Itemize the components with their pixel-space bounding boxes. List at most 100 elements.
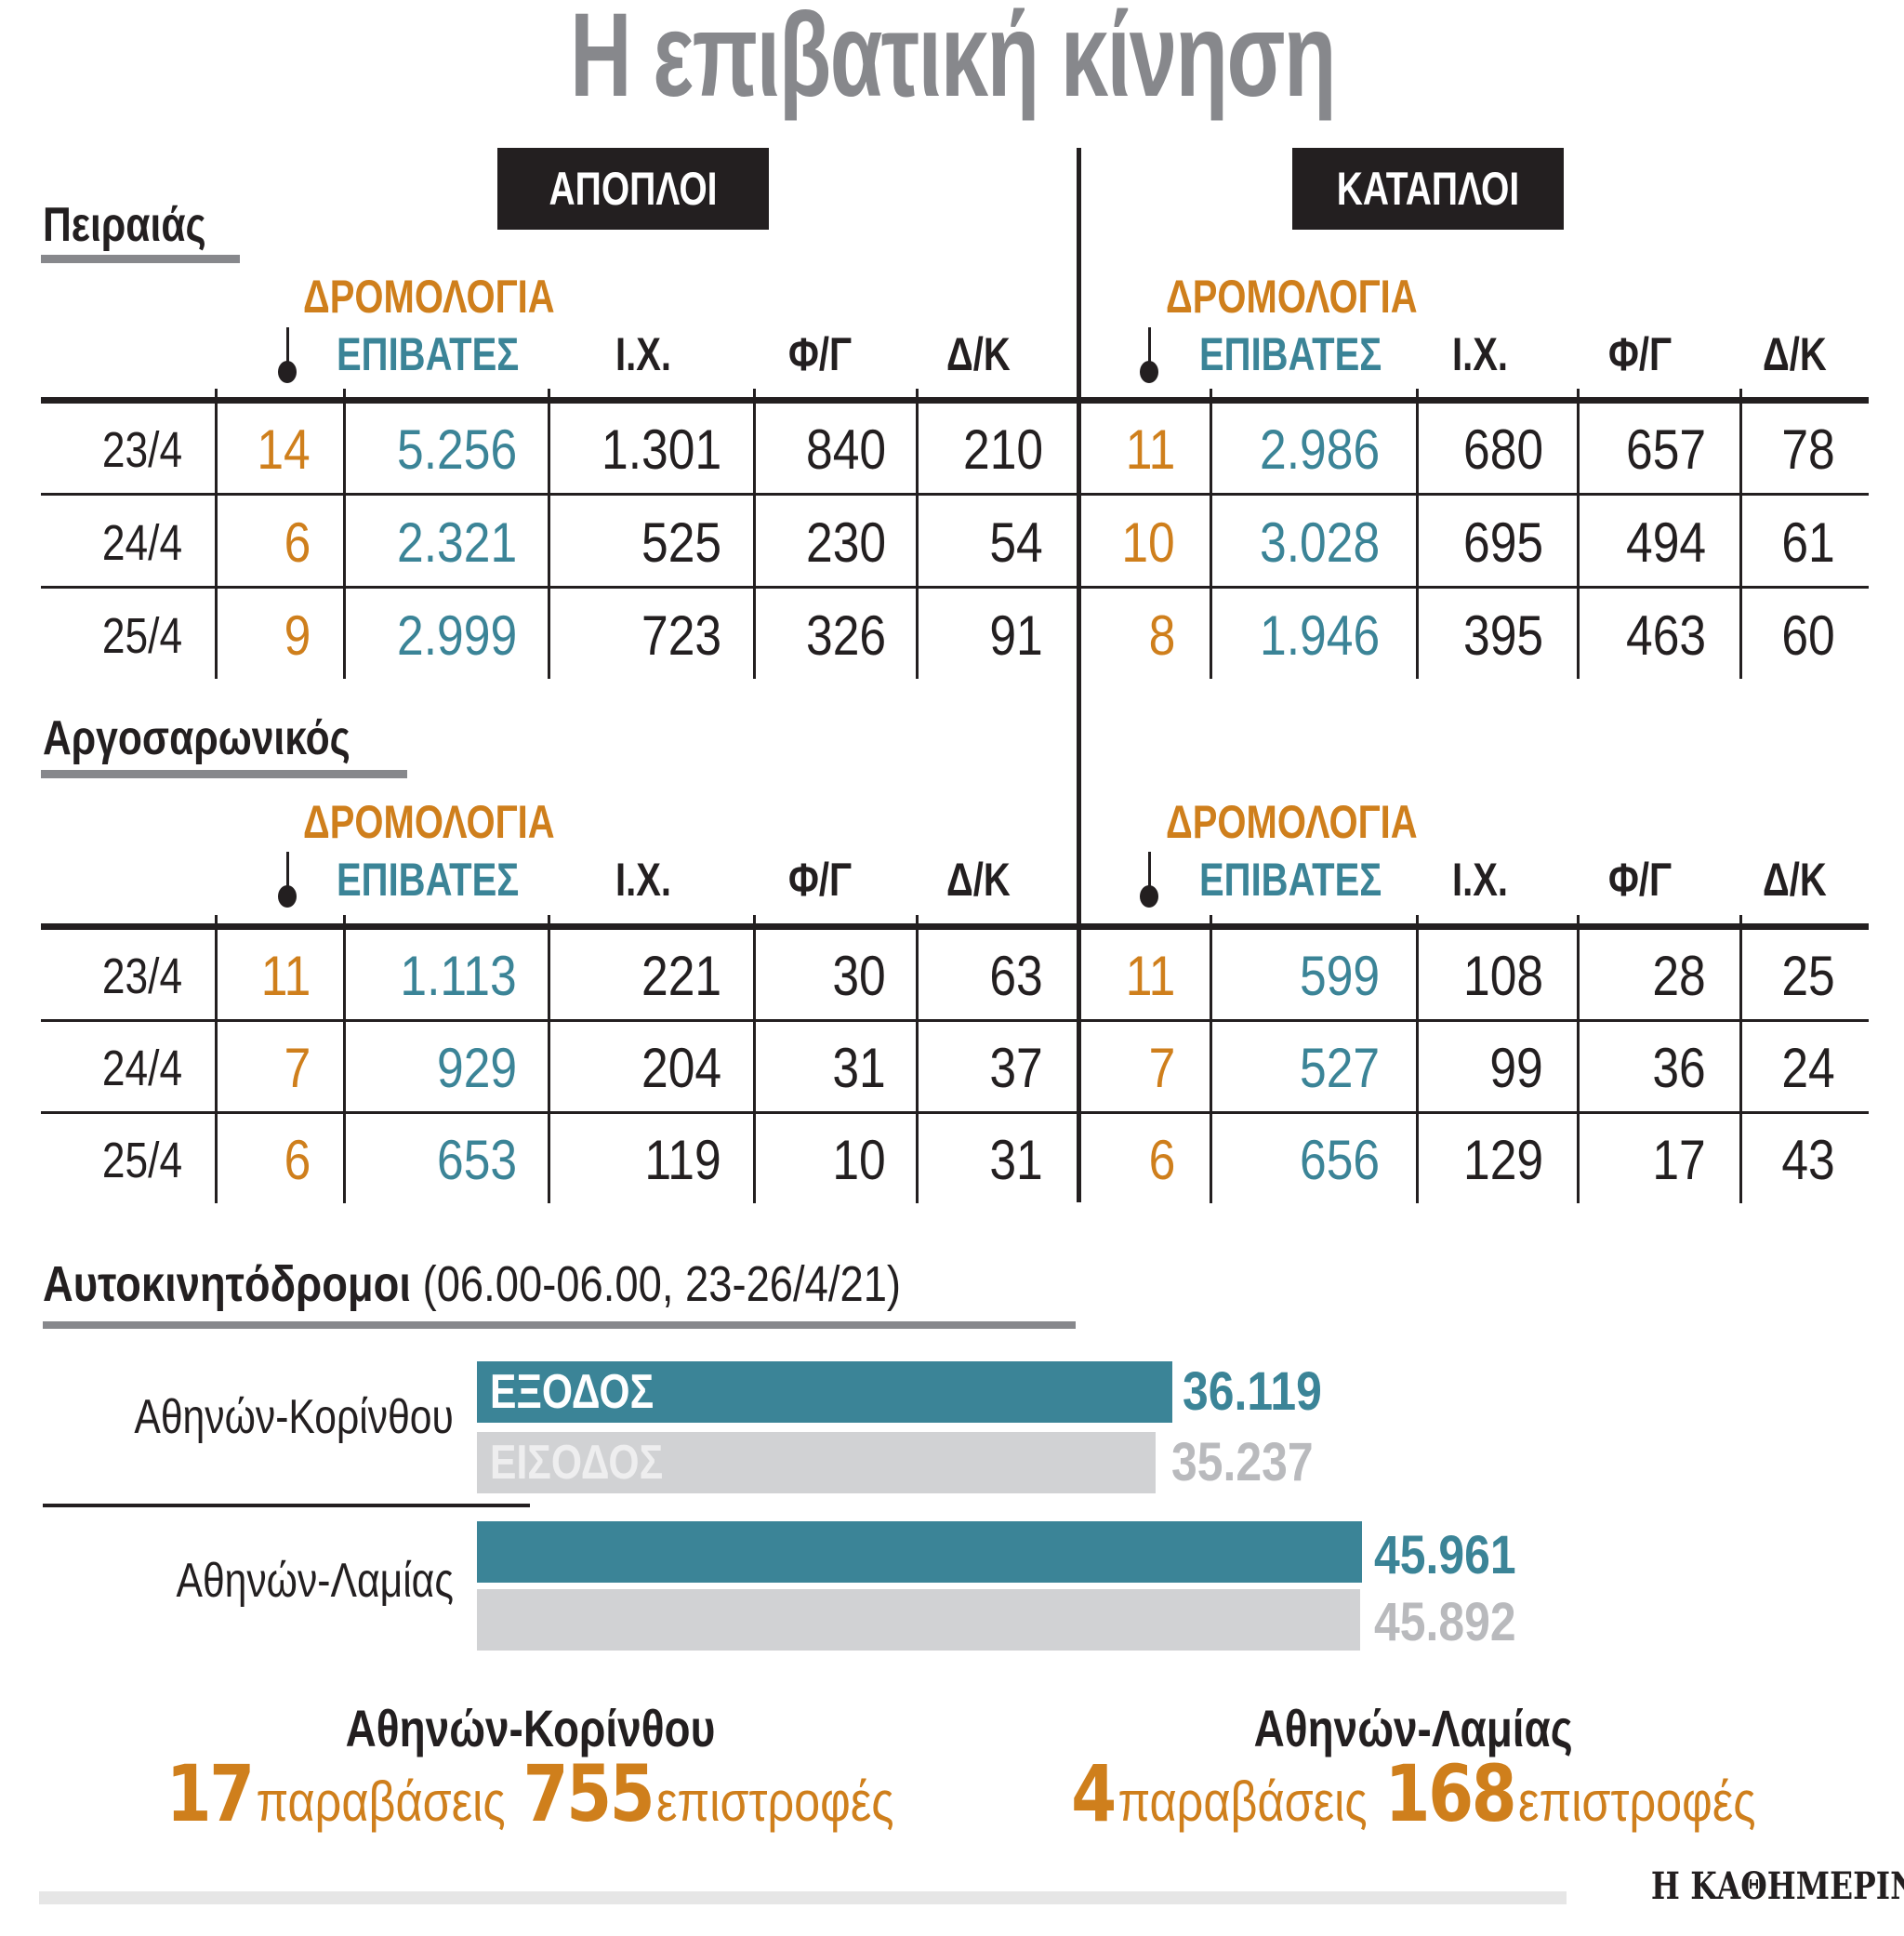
arrivals-header: ΚΑΤΑΠΛΟΙ: [1292, 148, 1564, 230]
bar-label-exit: ΕΞΟΔΟΣ: [490, 1365, 654, 1419]
violations-count: 17: [165, 1748, 255, 1839]
cell-dep-cars: 525: [641, 511, 721, 574]
col-head-buses: Δ/Κ: [1763, 854, 1827, 906]
col-head-passengers: ΕΠΙΒΑΤΕΣ: [337, 328, 520, 380]
section-label-piraeus: Πειραιάς: [43, 198, 206, 252]
col-rule: [215, 915, 218, 1203]
stat-road-lamia: Αθηνών-Λαμίας: [1253, 1699, 1573, 1757]
cell-arr-cars: 395: [1462, 604, 1543, 667]
section-underline: [43, 1321, 1076, 1329]
col-head-trucks: Φ/Γ: [1608, 328, 1672, 380]
cell-arr-routes: 11: [1125, 418, 1175, 481]
row-rule: [41, 493, 1869, 496]
col-rule: [343, 389, 346, 679]
cell-arr-trucks: 657: [1625, 418, 1706, 481]
col-head-trucks: Φ/Γ: [788, 328, 852, 380]
bar-value-korinthos-entry: 35.237: [1171, 1432, 1314, 1492]
row-rule: [41, 586, 1869, 589]
row-date: 24/4: [101, 1041, 182, 1096]
cell-dep-routes: 9: [284, 604, 311, 667]
col-rule: [1577, 389, 1580, 679]
col-head-cars: Ι.Χ.: [1452, 854, 1509, 906]
road-label-korinthos: Αθηνών-Κορίνθου: [134, 1390, 454, 1444]
cell-arr-buses: 24: [1781, 1037, 1835, 1099]
cell-arr-trucks: 17: [1652, 1129, 1706, 1191]
col-rule: [343, 915, 346, 1203]
cell-dep-routes: 11: [260, 945, 311, 1007]
cell-arr-trucks: 36: [1652, 1037, 1706, 1099]
cell-dep-passengers: 1.113: [400, 945, 517, 1007]
cell-arr-buses: 60: [1781, 604, 1835, 667]
returns-label: επιστροφές: [655, 1770, 894, 1833]
cell-dep-passengers: 653: [436, 1129, 517, 1191]
cell-arr-passengers: 656: [1299, 1129, 1380, 1191]
cell-dep-trucks: 326: [805, 604, 886, 667]
cell-arr-buses: 25: [1781, 945, 1835, 1007]
col-rule: [1739, 915, 1742, 1203]
violations-label: παραβάσεις: [256, 1770, 506, 1833]
col-head-passengers: ΕΠΙΒΑΤΕΣ: [337, 854, 520, 906]
col-rule: [548, 915, 550, 1203]
col-rule: [548, 389, 550, 679]
highways-title-note: (06.00-06.00, 23-26/4/21): [410, 1256, 902, 1312]
cell-dep-passengers: 2.999: [396, 604, 517, 667]
cell-arr-passengers: 527: [1299, 1037, 1380, 1099]
cell-dep-trucks: 30: [832, 945, 886, 1007]
returns-count: 168: [1384, 1748, 1516, 1839]
pin-line: [286, 852, 289, 889]
col-rule: [916, 915, 919, 1203]
col-head-routes: ΔΡΟΜΟΛΟΓΙΑ: [303, 796, 555, 848]
pin-dot-icon: [278, 361, 297, 383]
cell-dep-trucks: 31: [832, 1037, 886, 1099]
row-rule: [41, 1019, 1869, 1022]
highways-title-bold: Αυτοκινητόδρομοι: [43, 1256, 411, 1312]
cell-dep-buses: 63: [989, 945, 1043, 1007]
col-head-passengers: ΕΠΙΒΑΤΕΣ: [1199, 854, 1382, 906]
cell-arr-cars: 695: [1462, 511, 1543, 574]
cell-arr-passengers: 3.028: [1259, 511, 1380, 574]
cell-dep-trucks: 230: [805, 511, 886, 574]
col-head-cars: Ι.Χ.: [615, 854, 672, 906]
cell-dep-buses: 54: [989, 511, 1043, 574]
col-head-buses: Δ/Κ: [946, 328, 1011, 380]
col-rule: [1210, 389, 1212, 679]
cell-dep-cars: 204: [641, 1037, 721, 1099]
stat-road-korinthos: Αθηνών-Κορίνθου: [345, 1699, 715, 1757]
row-date: 23/4: [101, 948, 182, 1004]
header-rule: [41, 923, 1869, 930]
col-rule: [753, 389, 756, 679]
cell-dep-routes: 6: [284, 1129, 311, 1191]
cell-dep-cars: 119: [644, 1129, 721, 1191]
stat-line-lamia: 4 παραβάσεις 168 επιστροφές: [948, 1748, 1878, 1839]
bar-label-entry: ΕΙΣΟΔΟΣ: [490, 1436, 664, 1490]
section-label-argosaronikos: Αργοσαρωνικός: [43, 711, 350, 765]
departures-header: ΑΠΟΠΛΟΙ: [497, 148, 769, 230]
col-head-cars: Ι.Χ.: [615, 328, 672, 380]
returns-label: επιστροφές: [1517, 1770, 1756, 1833]
cell-arr-trucks: 494: [1625, 511, 1706, 574]
col-head-cars: Ι.Χ.: [1452, 328, 1509, 380]
road-separator: [43, 1504, 530, 1507]
cell-arr-cars: 680: [1462, 418, 1543, 481]
cell-dep-cars: 723: [641, 604, 721, 667]
cell-arr-trucks: 463: [1625, 604, 1706, 667]
col-head-buses: Δ/Κ: [1763, 328, 1827, 380]
bar-korinthos-exit: ΕΞΟΔΟΣ: [477, 1361, 1172, 1423]
cell-dep-passengers: 929: [436, 1037, 517, 1099]
col-rule: [215, 389, 218, 679]
cell-arr-routes: 11: [1125, 945, 1175, 1007]
cell-arr-cars: 99: [1489, 1037, 1543, 1099]
section-underline: [41, 770, 407, 778]
col-head-buses: Δ/Κ: [946, 854, 1011, 906]
row-date: 25/4: [101, 608, 182, 664]
cell-arr-passengers: 599: [1299, 945, 1380, 1007]
col-rule: [1210, 915, 1212, 1203]
publisher-logo: Η ΚΑΘΗΜΕΡΙΝΗ: [1650, 1864, 1904, 1908]
col-head-routes: ΔΡΟΜΟΛΟΓΙΑ: [1166, 796, 1418, 848]
pin-dot-icon: [1140, 361, 1158, 383]
cell-arr-buses: 43: [1781, 1129, 1835, 1191]
cell-dep-routes: 6: [284, 511, 311, 574]
cell-arr-routes: 10: [1121, 511, 1175, 574]
cell-dep-buses: 31: [989, 1129, 1043, 1191]
cell-arr-routes: 6: [1148, 1129, 1175, 1191]
